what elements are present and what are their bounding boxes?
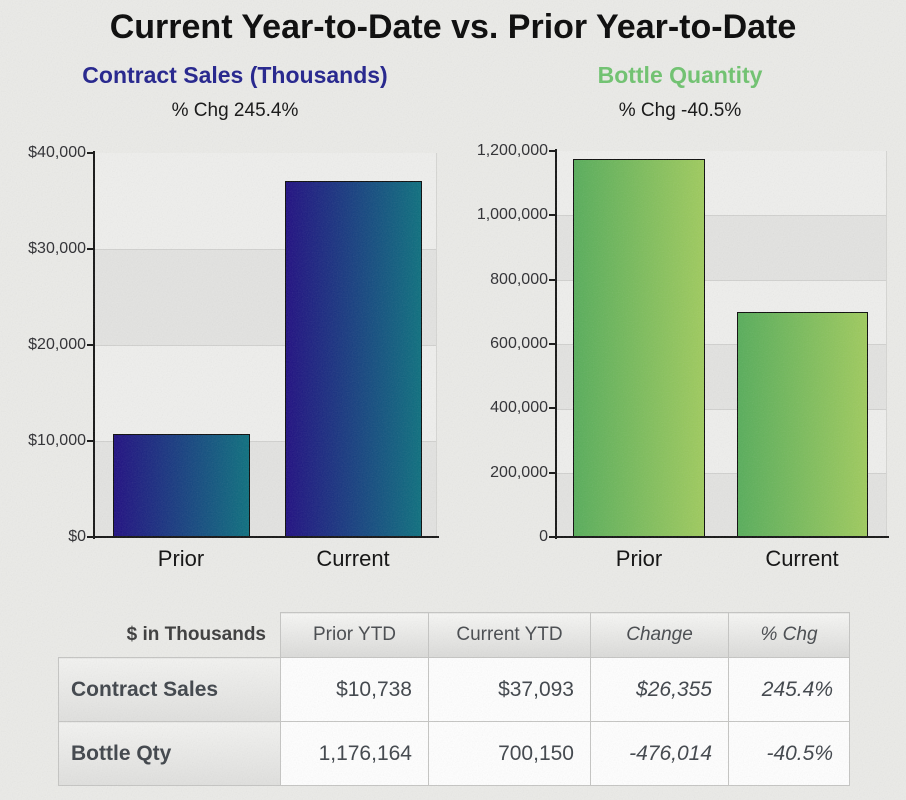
bottle-chart-pct-chg: % Chg -40.5% [618,100,742,121]
bottle-chart-title: Bottle Quantity [597,62,763,88]
column-header-pct-chg: % Chg [728,612,850,658]
bottle-chart-plot-area [557,151,887,537]
cell-bottle-pct-chg: -40.5% [728,721,850,786]
y-axis-tick-label: 0 [539,528,548,545]
contract-current-bar[interactable] [285,180,422,537]
y-axis-tick-label: 1,000,000 [476,206,548,223]
contract-x-axis-line [93,536,439,538]
contract-chart-pct-chg: % Chg 245.4% [171,100,299,121]
y-tick-mark [549,150,556,152]
y-axis-tick-label: $0 [68,528,86,545]
column-header-current-ytd: Current YTD [428,612,591,658]
cell-contract-prior-ytd: $10,738 [280,657,429,722]
y-tick-mark [87,344,94,346]
contract-prior-bar[interactable] [113,433,250,537]
contract-category-label-prior: Prior [157,546,205,571]
table-row-bottle-qty: Bottle Qty 1,176,164 700,150 -476,014 -4… [58,721,850,786]
y-tick-mark [549,343,556,345]
bottle-prior-bar[interactable] [573,158,705,537]
summary-table: $ in Thousands Prior YTD Current YTD Cha… [58,612,850,786]
y-tick-mark [549,279,556,281]
y-axis-tick-label: 400,000 [490,399,548,416]
y-tick-mark [87,152,94,154]
bottle-x-axis-line [555,536,889,538]
cell-bottle-current-ytd: 700,150 [428,721,591,786]
column-header-change: Change [590,612,729,658]
row-label-contract-sales: Contract Sales [58,657,281,722]
y-axis-tick-label: 800,000 [490,271,548,288]
cell-bottle-prior-ytd: 1,176,164 [280,721,429,786]
cell-contract-current-ytd: $37,093 [428,657,591,722]
y-axis-tick-label: 1,200,000 [476,142,548,159]
table-corner-label: $ in Thousands [126,623,266,645]
cell-bottle-change: -476,014 [590,721,729,786]
row-label-bottle-qty: Bottle Qty [58,721,281,786]
y-axis-tick-label: $30,000 [28,240,86,257]
contract-chart-title: Contract Sales (Thousands) [82,62,388,88]
y-tick-mark [87,248,94,250]
contract-category-label-current: Current [316,546,390,571]
y-axis-tick-label: 600,000 [490,335,548,352]
column-header-prior-ytd: Prior YTD [280,612,429,658]
y-axis-tick-label: $20,000 [28,336,86,353]
y-axis-tick-label: $40,000 [28,144,86,161]
bottle-category-label-current: Current [765,546,839,571]
cell-contract-pct-chg: 245.4% [728,657,850,722]
y-tick-mark [87,440,94,442]
contract-chart-plot-area [95,153,437,537]
page-title: Current Year-to-Date vs. Prior Year-to-D… [109,8,797,46]
table-header-row: $ in Thousands Prior YTD Current YTD Cha… [59,612,850,658]
bottle-category-label-prior: Prior [615,546,663,571]
y-tick-mark [549,214,556,216]
bottle-current-bar[interactable] [737,311,868,537]
y-axis-tick-label: $10,000 [28,432,86,449]
cell-contract-change: $26,355 [590,657,729,722]
y-axis-tick-label: 200,000 [490,464,548,481]
y-tick-mark [549,407,556,409]
table-row-contract-sales: Contract Sales $10,738 $37,093 $26,355 2… [58,657,850,722]
y-tick-mark [549,472,556,474]
